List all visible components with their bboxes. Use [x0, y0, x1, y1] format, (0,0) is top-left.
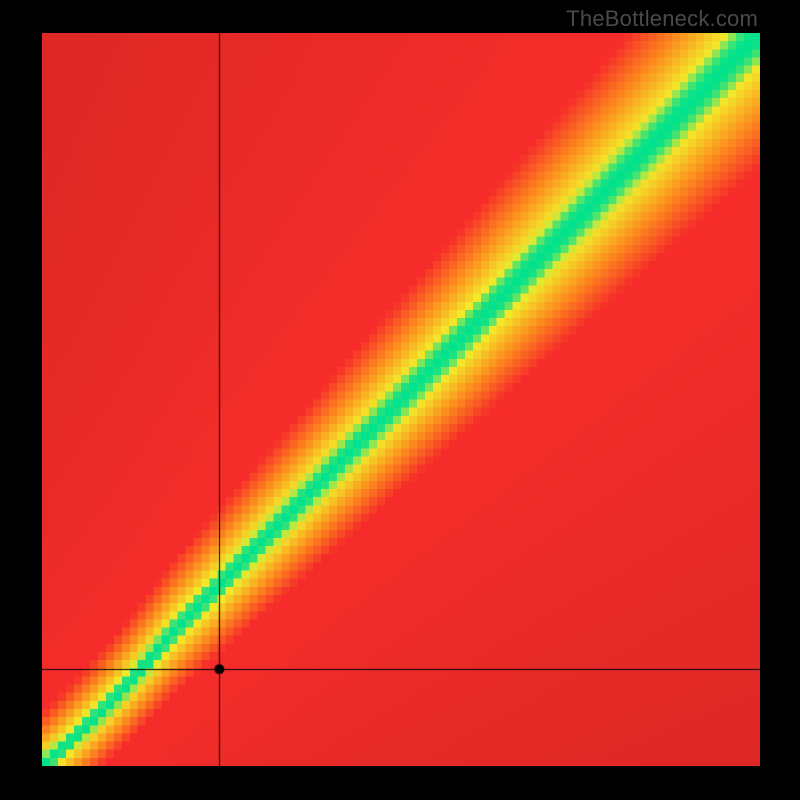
crosshair-overlay: [42, 33, 760, 766]
watermark-label: TheBottleneck.com: [566, 6, 758, 32]
chart-container: TheBottleneck.com: [0, 0, 800, 800]
